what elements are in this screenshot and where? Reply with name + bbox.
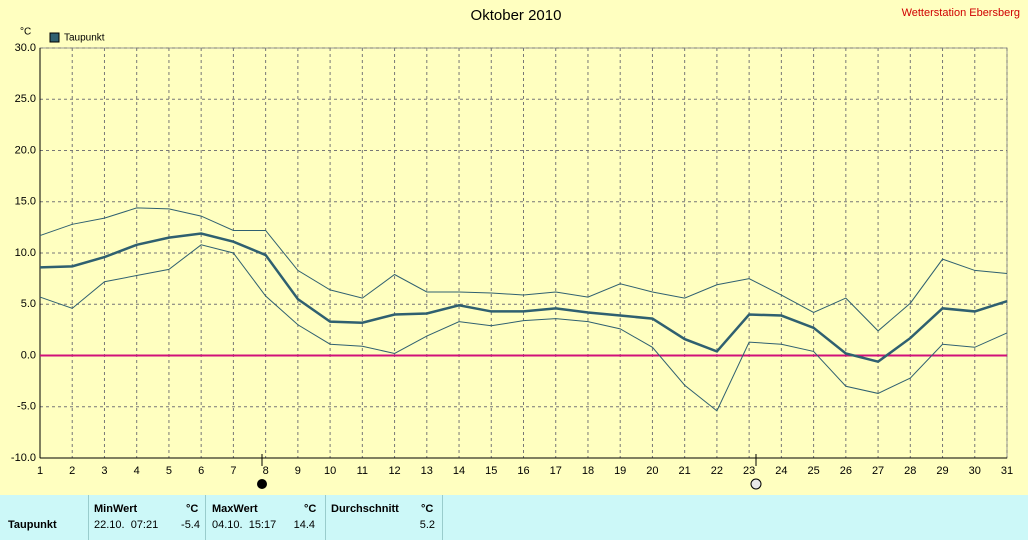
x-tick-label: 13 bbox=[421, 465, 433, 477]
x-tick-label: 14 bbox=[453, 465, 465, 477]
x-tick-label: 11 bbox=[357, 465, 368, 477]
x-tick-label: 8 bbox=[263, 465, 269, 477]
header-cell: °C bbox=[421, 503, 434, 515]
x-tick-label: 10 bbox=[324, 465, 336, 477]
y-tick-label: 15.0 bbox=[15, 196, 36, 208]
y-tick-label: 0.0 bbox=[21, 349, 36, 361]
y-tick-label: 20.0 bbox=[15, 144, 36, 156]
x-tick-label: 21 bbox=[679, 465, 691, 477]
x-tick-label: 6 bbox=[198, 465, 204, 477]
x-tick-label: 1 bbox=[37, 465, 43, 477]
row-label: Taupunkt bbox=[8, 519, 57, 531]
cell: 04.10. 15:17 bbox=[212, 519, 277, 531]
header-cell: MinWert bbox=[94, 503, 138, 515]
series-line bbox=[39, 207, 1008, 332]
x-tick-label: 24 bbox=[775, 465, 787, 477]
stats-table: MinWert °C MaxWert °C Durchschnitt °C Ta… bbox=[0, 495, 1028, 540]
x-tick-label: 12 bbox=[388, 465, 400, 477]
y-unit: °C bbox=[20, 27, 31, 38]
x-tick-label: 19 bbox=[614, 465, 626, 477]
series-line bbox=[39, 232, 1008, 364]
header-cell: MaxWert bbox=[212, 503, 258, 515]
header-cell: Durchschnitt bbox=[331, 503, 399, 515]
x-tick-label: 17 bbox=[550, 465, 562, 477]
x-tick-label: 27 bbox=[872, 465, 884, 477]
x-tick-label: 16 bbox=[517, 465, 529, 477]
cell: -5.4 bbox=[181, 519, 200, 531]
station-name: Wetterstation Ebersberg bbox=[902, 7, 1020, 19]
y-tick-label: 5.0 bbox=[21, 298, 36, 310]
x-tick-label: 20 bbox=[646, 465, 658, 477]
x-tick-label: 31 bbox=[1001, 465, 1013, 477]
series-line bbox=[39, 244, 1008, 412]
y-tick-label: 30.0 bbox=[15, 42, 36, 54]
x-tick-label: 25 bbox=[807, 465, 819, 477]
x-tick-label: 26 bbox=[840, 465, 852, 477]
separator bbox=[325, 495, 326, 540]
x-tick-label: 30 bbox=[969, 465, 981, 477]
cell: 5.2 bbox=[419, 519, 435, 531]
x-tick-label: 23 bbox=[743, 465, 755, 477]
chart: Oktober 2010 Wetterstation Ebersberg °C … bbox=[11, 7, 1020, 490]
legend-swatch bbox=[49, 32, 60, 43]
full-moon-icon bbox=[750, 478, 762, 490]
x-tick-label: 28 bbox=[904, 465, 916, 477]
cell: 14.4 bbox=[293, 519, 315, 531]
header-cell: °C bbox=[304, 503, 317, 515]
legend-label: Taupunkt bbox=[64, 33, 105, 44]
x-tick-label: 9 bbox=[295, 465, 301, 477]
y-tick-label: 25.0 bbox=[15, 93, 36, 105]
separator bbox=[205, 495, 206, 540]
x-tick-label: 3 bbox=[101, 465, 107, 477]
y-tick-label: 10.0 bbox=[15, 247, 36, 259]
x-tick-label: 15 bbox=[485, 465, 497, 477]
x-tick-label: 29 bbox=[936, 465, 948, 477]
header-cell: °C bbox=[186, 503, 199, 515]
y-tick-label: -5.0 bbox=[17, 401, 36, 413]
x-tick-label: 22 bbox=[711, 465, 723, 477]
new-moon-icon bbox=[257, 479, 267, 489]
x-tick-label: 7 bbox=[230, 465, 236, 477]
x-tick-label: 18 bbox=[582, 465, 594, 477]
x-tick-label: 5 bbox=[166, 465, 172, 477]
separator bbox=[442, 495, 443, 540]
chart-title: Oktober 2010 bbox=[471, 7, 562, 24]
x-tick-label: 4 bbox=[134, 465, 140, 477]
x-tick-label: 2 bbox=[69, 465, 75, 477]
separator bbox=[88, 495, 89, 540]
y-tick-label: -10.0 bbox=[11, 452, 36, 464]
cell: 22.10. 07:21 bbox=[94, 519, 159, 531]
